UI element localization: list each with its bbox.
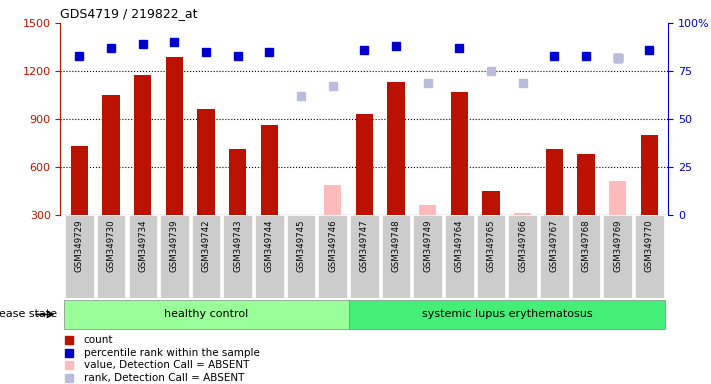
- Text: healthy control: healthy control: [164, 310, 248, 319]
- Text: GSM349768: GSM349768: [582, 219, 591, 272]
- FancyBboxPatch shape: [223, 215, 252, 298]
- Text: GSM349764: GSM349764: [455, 219, 464, 272]
- Bar: [641, 135, 658, 215]
- FancyBboxPatch shape: [540, 215, 569, 298]
- Bar: [102, 95, 119, 215]
- FancyBboxPatch shape: [160, 215, 188, 298]
- Bar: [356, 114, 373, 215]
- Text: systemic lupus erythematosus: systemic lupus erythematosus: [422, 310, 592, 319]
- Text: GSM349730: GSM349730: [107, 219, 116, 272]
- Bar: [577, 154, 594, 215]
- Text: GSM349743: GSM349743: [233, 219, 242, 272]
- FancyBboxPatch shape: [382, 215, 410, 298]
- Text: GSM349767: GSM349767: [550, 219, 559, 272]
- Text: GSM349748: GSM349748: [392, 219, 400, 272]
- FancyBboxPatch shape: [348, 300, 665, 329]
- FancyBboxPatch shape: [508, 215, 537, 298]
- Bar: [261, 126, 278, 215]
- FancyBboxPatch shape: [319, 215, 347, 298]
- FancyBboxPatch shape: [445, 215, 474, 298]
- Text: GSM349746: GSM349746: [328, 219, 337, 272]
- FancyBboxPatch shape: [255, 215, 284, 298]
- Bar: [419, 205, 437, 215]
- Bar: [70, 146, 88, 215]
- Text: percentile rank within the sample: percentile rank within the sample: [84, 348, 260, 358]
- Bar: [514, 214, 531, 215]
- Text: GSM349742: GSM349742: [202, 219, 210, 272]
- FancyBboxPatch shape: [414, 215, 442, 298]
- Bar: [229, 149, 247, 215]
- Bar: [166, 56, 183, 215]
- Text: GSM349745: GSM349745: [296, 219, 306, 272]
- Text: rank, Detection Call = ABSENT: rank, Detection Call = ABSENT: [84, 373, 244, 383]
- FancyBboxPatch shape: [604, 215, 632, 298]
- Text: GSM349749: GSM349749: [423, 219, 432, 271]
- Text: GSM349747: GSM349747: [360, 219, 369, 272]
- Text: GSM349739: GSM349739: [170, 219, 179, 271]
- Text: GSM349744: GSM349744: [265, 219, 274, 272]
- Bar: [134, 75, 151, 215]
- Text: count: count: [84, 335, 113, 345]
- FancyBboxPatch shape: [477, 215, 506, 298]
- FancyBboxPatch shape: [350, 215, 379, 298]
- FancyBboxPatch shape: [63, 300, 348, 329]
- Bar: [451, 92, 468, 215]
- Text: GSM349765: GSM349765: [486, 219, 496, 272]
- Text: GSM349769: GSM349769: [613, 219, 622, 271]
- Bar: [545, 149, 563, 215]
- Text: GSM349766: GSM349766: [518, 219, 527, 272]
- Bar: [387, 82, 405, 215]
- Text: GSM349770: GSM349770: [645, 219, 654, 272]
- Text: GSM349734: GSM349734: [138, 219, 147, 272]
- Bar: [609, 182, 626, 215]
- Bar: [482, 191, 500, 215]
- FancyBboxPatch shape: [97, 215, 125, 298]
- FancyBboxPatch shape: [192, 215, 220, 298]
- FancyBboxPatch shape: [635, 215, 663, 298]
- Text: value, Detection Call = ABSENT: value, Detection Call = ABSENT: [84, 360, 250, 370]
- FancyBboxPatch shape: [287, 215, 315, 298]
- Text: GDS4719 / 219822_at: GDS4719 / 219822_at: [60, 7, 198, 20]
- Bar: [292, 215, 310, 222]
- FancyBboxPatch shape: [129, 215, 157, 298]
- FancyBboxPatch shape: [572, 215, 600, 298]
- Bar: [198, 109, 215, 215]
- Text: disease state: disease state: [0, 310, 57, 319]
- Text: GSM349729: GSM349729: [75, 219, 84, 271]
- Bar: [324, 185, 341, 215]
- FancyBboxPatch shape: [65, 215, 94, 298]
